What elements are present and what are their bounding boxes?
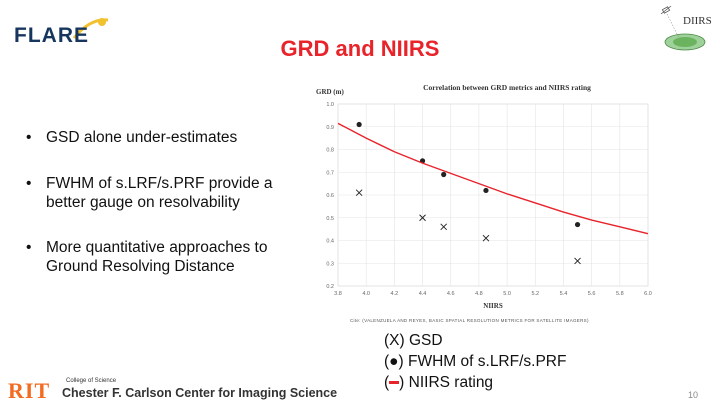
gsd-point-stroke (574, 257, 581, 265)
gsd-point (440, 223, 448, 231)
y-axis-label: GRD (m) (316, 88, 344, 96)
y-tick-label: 0.5 (326, 216, 334, 222)
gsd-point-stroke (482, 234, 490, 242)
y-tick-label: 0.3 (326, 261, 334, 267)
fwhm-point (356, 121, 362, 128)
citation: Cite: (VALENZUELA AND REYES, BASIC SPATI… (350, 318, 589, 323)
y-tick-label: 0.2 (326, 284, 334, 290)
bullet-marker: • (26, 175, 32, 192)
y-tick-label: 0.4 (326, 239, 334, 245)
bullet-marker: • (26, 239, 32, 256)
y-tick-label: 0.6 (326, 193, 334, 199)
page-number: 10 (688, 390, 699, 400)
diirs-logo: DIIRS (660, 5, 712, 51)
y-tick-label: 0.7 (326, 170, 334, 176)
gsd-point (574, 257, 581, 265)
legend-item-fwhm: (●) FWHM of s.LRF/s.PRF (384, 353, 567, 370)
y-tick-label: 1.0 (326, 102, 334, 108)
x-tick-label: 4.4 (419, 291, 427, 297)
fwhm-point (483, 187, 489, 194)
bullet-marker: • (26, 129, 32, 146)
x-marker-icon: X (389, 332, 400, 349)
bullet-text: More quantitative approaches to Ground R… (46, 239, 268, 275)
x-tick-label: 4.8 (475, 291, 483, 297)
chart-legend: (X) GSD (●) FWHM of s.LRF/s.PRF () NIIRS… (384, 330, 566, 393)
gsd-point-stroke (419, 214, 426, 222)
flare-arc-icon (72, 18, 109, 39)
center-name: Chester F. Carlson Center for Imaging Sc… (62, 386, 338, 400)
legend-item-gsd: (X) GSD (384, 332, 443, 349)
satellite-icon (660, 5, 672, 15)
x-tick-label: 5.6 (588, 291, 596, 297)
niirs-curve (337, 122, 649, 235)
college-name: College of Science (66, 378, 117, 384)
dot-marker-icon: ● (389, 353, 399, 370)
legend-item-niirs: () NIIRS rating (384, 374, 494, 391)
y-tick-label: 0.8 (326, 148, 334, 154)
gsd-point-stroke (355, 189, 363, 197)
x-tick-label: 4.0 (362, 291, 370, 297)
chart-title: Correlation between GRD metrics and NIIR… (423, 83, 591, 92)
x-tick-label: 5.0 (503, 291, 511, 297)
gsd-point (419, 214, 426, 222)
slide-title: GRD and NIIRS (280, 36, 440, 61)
x-tick-label: 4.2 (391, 291, 399, 297)
flare-logo-text: FLARE (14, 24, 89, 47)
rit-logo: RIT (8, 378, 51, 403)
x-tick-label: 5.4 (560, 291, 568, 297)
bullet-text: FWHM of s.LRF/s.PRF provide a better gau… (46, 175, 273, 211)
bullet-text: GSD alone under-estimates (46, 129, 238, 146)
x-tick-label: 6.0 (644, 291, 652, 297)
red-line-icon (389, 381, 400, 385)
x-axis-label: NIIRS (483, 302, 503, 310)
x-tick-label: 5.2 (531, 291, 539, 297)
gsd-point (482, 234, 490, 242)
flare-logo (10, 10, 109, 50)
fwhm-point (441, 171, 447, 178)
fwhm-point (574, 221, 581, 228)
gsd-point (355, 189, 363, 197)
grd-niirs-chart: 0.2 0.3 0.4 0.5 0.6 0.7 0.8 0.9 1.0 3.8 4.0 4.2 4.4 4… (316, 83, 652, 310)
globe-icon (664, 33, 706, 51)
x-tick-label: 5.8 (616, 291, 624, 297)
y-tick-label: 0.9 (326, 125, 334, 131)
x-tick-label: 3.8 (334, 291, 342, 297)
x-tick-label: 4.6 (447, 291, 455, 297)
diirs-logo-text: DIIRS (683, 15, 712, 27)
gsd-point-stroke (440, 223, 448, 231)
